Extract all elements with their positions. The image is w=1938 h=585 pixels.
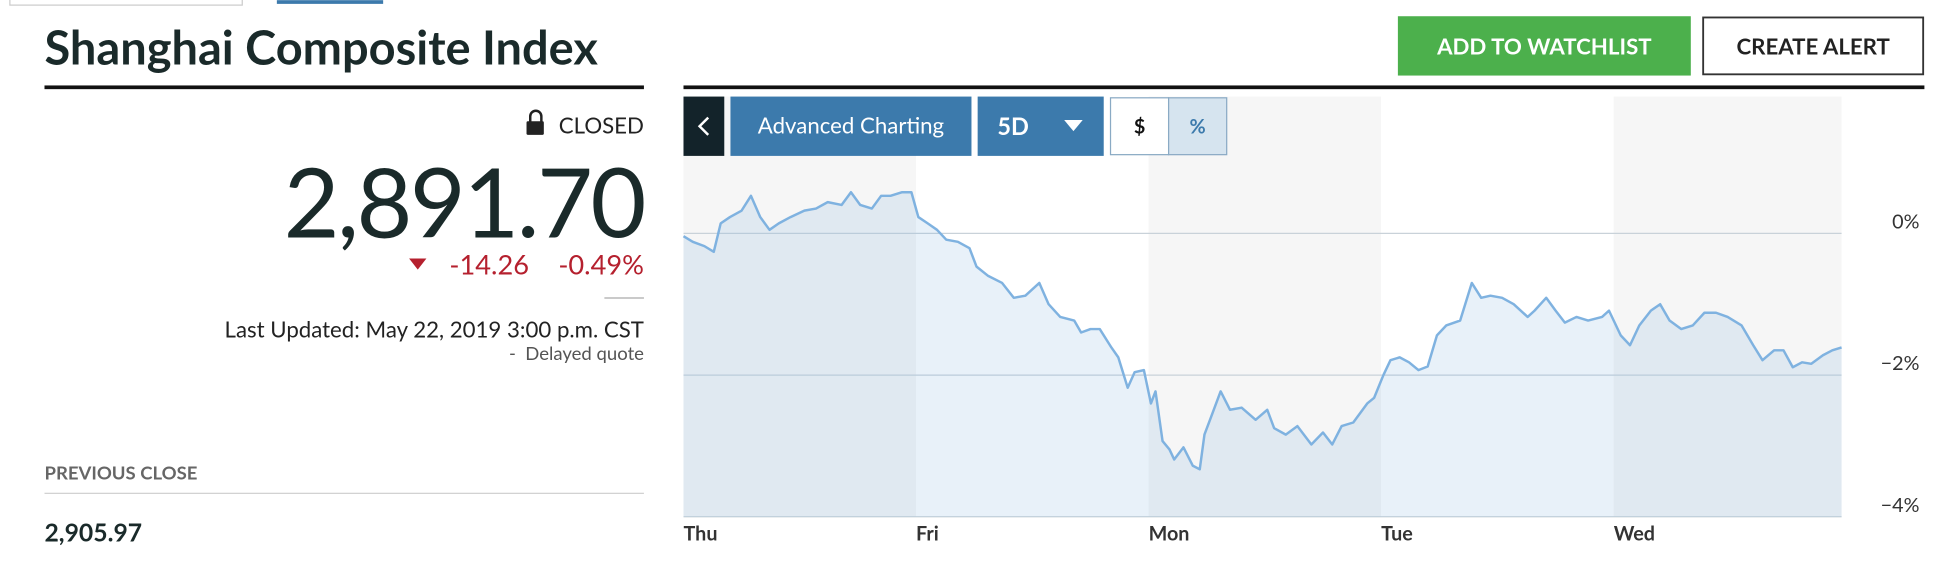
range-label[interactable]: 5D [997, 113, 1028, 141]
button-label[interactable]: CREATE ALERT [1736, 33, 1890, 60]
previous-close: 2,905.97 [44, 519, 142, 548]
price-line [682, 190, 1842, 471]
y-tick-label: 0% [1892, 209, 1919, 233]
rule [44, 85, 644, 90]
market-status: CLOSED [559, 112, 644, 139]
percent-label[interactable]: % [1190, 115, 1206, 139]
toolbar: Advanced Charting 5D $ % [683, 96, 1228, 156]
lock-shackle [528, 109, 543, 123]
lock-icon [526, 109, 544, 135]
change-percent: -0.49% [558, 248, 644, 281]
down-arrow [409, 258, 427, 270]
percent-button[interactable] [1167, 97, 1228, 156]
change: -14.26 [449, 248, 529, 281]
y-tick-label: −2% [1881, 351, 1920, 375]
x-tick-label: Mon [1149, 521, 1190, 545]
rule [683, 85, 1925, 90]
last-updated: Last Updated: May 22, 2019 3:00 p.m. CST [225, 316, 644, 343]
alert-button[interactable]: CREATE ALERT [1702, 16, 1925, 76]
collapse-button[interactable] [683, 96, 725, 156]
x-tick-label: Wed [1614, 521, 1655, 545]
day-band [916, 96, 1149, 517]
area-fill [683, 192, 1842, 517]
day-band [683, 96, 917, 517]
button-bg[interactable] [1397, 16, 1691, 76]
day-band [1613, 96, 1842, 517]
watchlist-button[interactable]: ADD TO WATCHLIST [1397, 16, 1691, 76]
day-band [1148, 96, 1382, 517]
lock-body [526, 121, 544, 135]
chevron[interactable] [697, 116, 710, 136]
price: 2,891.70 [284, 142, 645, 258]
delay-note: - Delayed quote [509, 342, 644, 364]
chart: 0% −2% −4% Thu Fri Mon Tue Wed [682, 96, 1920, 545]
y-tick-label: −4% [1881, 493, 1920, 517]
dollar-label[interactable]: $ [1134, 115, 1145, 139]
day-band [1381, 96, 1614, 517]
x-tick-label: Thu [683, 521, 717, 545]
advanced-label[interactable]: Advanced Charting [758, 112, 945, 139]
button-label[interactable]: ADD TO WATCHLIST [1436, 33, 1652, 60]
dropdown-arrow[interactable] [1064, 120, 1083, 132]
range-select[interactable] [977, 96, 1104, 156]
tab-active[interactable] [276, 0, 384, 4]
x-tick-label: Tue [1381, 521, 1413, 545]
advanced-button[interactable] [730, 96, 972, 156]
tab[interactable] [9, 0, 243, 6]
x-tick-label: Fri [916, 521, 939, 545]
button-bg[interactable] [1702, 16, 1925, 76]
previous-close-label: PREVIOUS CLOSE [44, 462, 197, 484]
title: Shanghai Composite Index [44, 19, 598, 75]
